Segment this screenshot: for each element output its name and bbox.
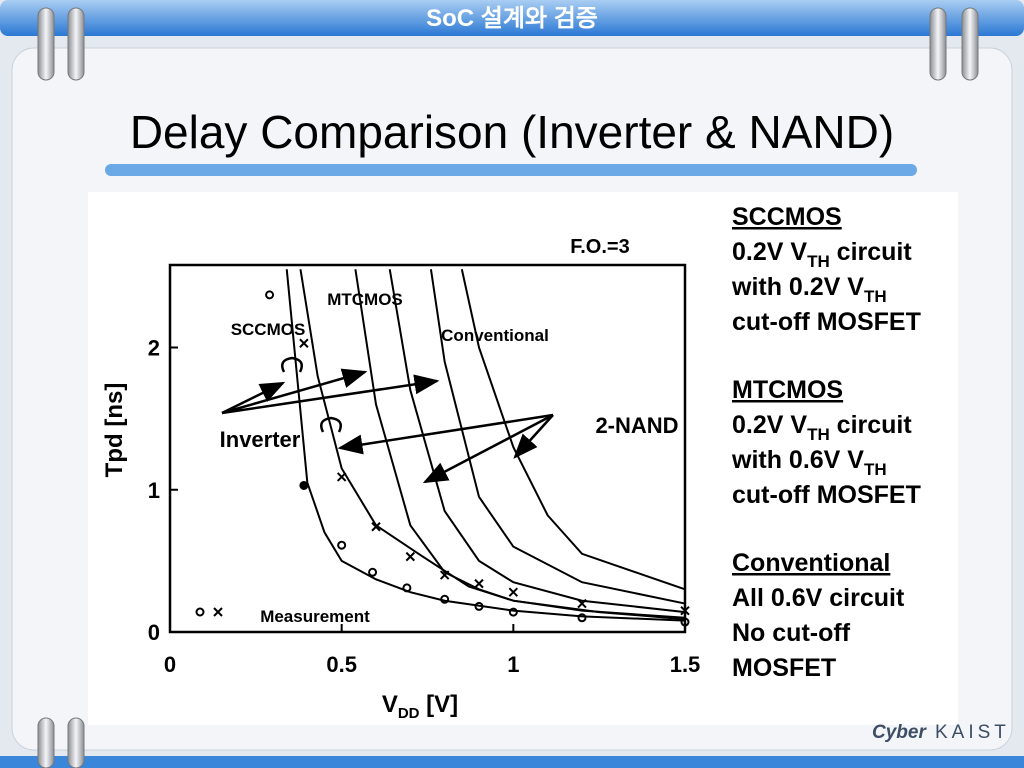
curve xyxy=(285,269,686,622)
measurement-point xyxy=(371,522,381,532)
subscript: TH xyxy=(807,252,830,271)
x-tick-label: 1 xyxy=(507,652,519,677)
subscript: TH xyxy=(807,425,830,444)
measurement-point xyxy=(440,594,450,604)
x-tick-label: 0 xyxy=(164,652,176,677)
footer-bar xyxy=(0,756,1024,768)
logo: KAIST xyxy=(935,722,1010,743)
measurement-point xyxy=(299,338,309,348)
measurement-point xyxy=(336,472,347,482)
note-heading: Conventional xyxy=(732,549,890,577)
note-text: 0.2V V xyxy=(732,238,807,266)
note-line: 0.2V VTH circuit xyxy=(732,238,912,271)
annotation: Conventional xyxy=(441,326,549,345)
measurement-point xyxy=(680,605,690,616)
label-text: [V] xyxy=(420,691,459,718)
note-text: with 0.2V V xyxy=(731,273,864,301)
note-heading: MTCMOS xyxy=(732,376,843,404)
arrows xyxy=(221,356,554,484)
curve xyxy=(460,269,686,591)
note-text: MOSFET xyxy=(732,654,836,682)
annotation: MTCMOS xyxy=(327,290,403,309)
curve xyxy=(429,269,686,605)
annotation: Measurement xyxy=(260,607,370,626)
x-axis-label: VDD [V] xyxy=(382,691,458,722)
note-text: circuit xyxy=(830,411,913,439)
banner xyxy=(0,0,1024,36)
x-tick-label: 0.5 xyxy=(326,652,357,677)
measurement-point xyxy=(508,587,519,597)
note-line: MOSFET xyxy=(732,654,836,682)
note-line: with 0.2V VTH xyxy=(731,273,887,306)
binder-rings xyxy=(37,7,979,768)
note-line: cut-off MOSFET xyxy=(732,481,921,509)
label-text: V xyxy=(382,691,398,718)
note-line: 0.2V VTH circuit xyxy=(732,411,912,444)
annotation: SCCMOS xyxy=(231,320,306,339)
note-text: 0.2V V xyxy=(732,411,807,439)
note-line: All 0.6V circuit xyxy=(732,584,905,612)
measurement-point xyxy=(402,583,412,593)
note-line: with 0.6V VTH xyxy=(731,446,887,479)
note-text: cut-off MOSFET xyxy=(732,481,921,509)
measurement-point xyxy=(508,607,518,617)
note-text: No cut-off xyxy=(732,619,851,647)
chart: F.O.=3 SCCMOS MTCMOS Conventional Invert… xyxy=(101,236,700,722)
logo: Cyber xyxy=(872,722,927,743)
subscript: DD xyxy=(398,705,420,722)
note-line: No cut-off xyxy=(732,619,851,647)
measurement-point xyxy=(474,601,484,611)
measurement-point xyxy=(439,570,450,580)
measurement-point xyxy=(337,540,347,550)
y-tick-label: 0 xyxy=(148,620,160,645)
measurement-point xyxy=(368,567,378,577)
note-text: All 0.6V circuit xyxy=(732,584,905,612)
note-line: cut-off MOSFET xyxy=(732,308,921,336)
measurement-point xyxy=(577,598,587,609)
measurement-point xyxy=(680,617,690,627)
measurement-point xyxy=(405,551,416,562)
measurement-point xyxy=(299,480,309,490)
subscript: TH xyxy=(864,287,887,306)
curve xyxy=(388,269,686,614)
note-text: circuit xyxy=(830,238,913,266)
title-bar xyxy=(105,164,917,176)
curve xyxy=(354,269,686,619)
x-tick-label: 1.5 xyxy=(670,652,701,677)
measurement-point xyxy=(474,578,484,589)
measurement-key xyxy=(195,607,223,617)
subscript: TH xyxy=(864,460,887,479)
y-axis-label: Tpd [ns] xyxy=(101,383,128,478)
note-text: with 0.6V V xyxy=(731,446,864,474)
annotation: 2-NAND xyxy=(595,413,678,438)
note-heading: SCCMOS xyxy=(732,203,842,231)
annotation: Inverter xyxy=(220,427,301,452)
slide-title: Delay Comparison (Inverter & NAND) xyxy=(130,106,894,158)
annotation: F.O.=3 xyxy=(570,236,629,258)
note-text: cut-off MOSFET xyxy=(732,308,921,336)
plot-frame xyxy=(168,263,687,634)
y-tick-label: 2 xyxy=(148,336,160,361)
banner-text: SoC 설계와 검증 xyxy=(426,5,598,32)
y-tick-label: 1 xyxy=(148,478,160,503)
measurement-point xyxy=(577,613,587,623)
measurement-point xyxy=(265,290,275,300)
